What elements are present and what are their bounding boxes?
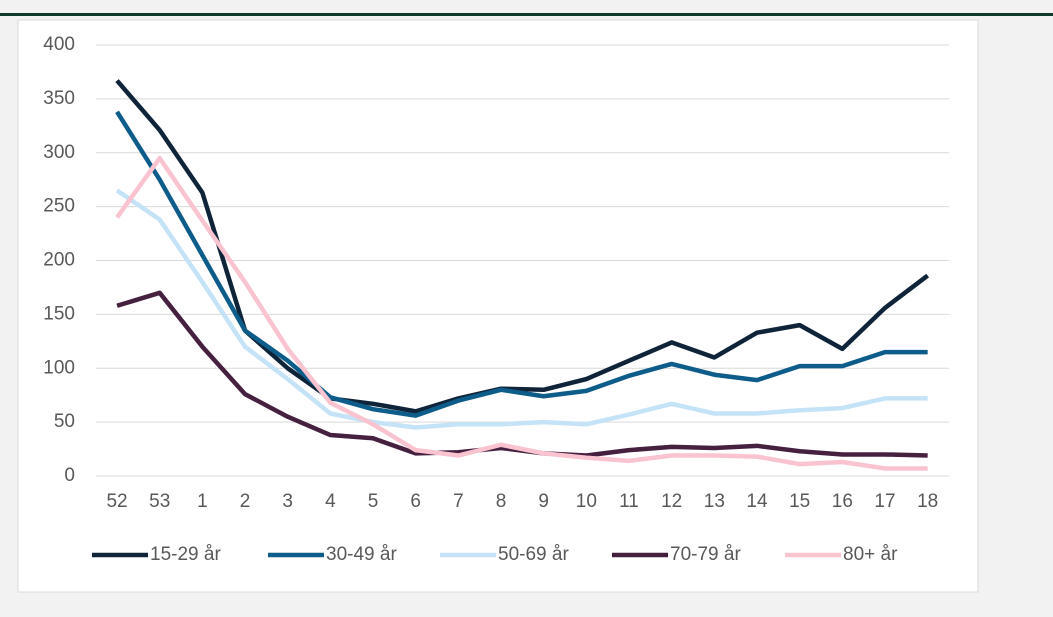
legend-label: 80+ år xyxy=(843,544,898,565)
series-line xyxy=(115,155,928,471)
series-line xyxy=(115,188,928,430)
y-tick-label: 200 xyxy=(43,250,75,271)
x-tick-label: 9 xyxy=(538,491,549,512)
x-tick-label: 13 xyxy=(704,491,725,512)
y-tick-label: 350 xyxy=(43,88,75,109)
y-tick-label: 400 xyxy=(43,34,75,55)
x-tick-label: 16 xyxy=(832,491,853,512)
x-tick-label: 53 xyxy=(149,491,170,512)
x-tick-label: 2 xyxy=(240,491,251,512)
legend-label: 30-49 år xyxy=(326,544,397,565)
y-tick-label: 50 xyxy=(54,411,75,432)
top-rule xyxy=(0,13,1053,16)
y-tick-label: 0 xyxy=(64,465,75,486)
x-tick-label: 7 xyxy=(453,491,464,512)
x-tick-label: 5 xyxy=(368,491,379,512)
series-line xyxy=(115,110,928,418)
x-tick-label: 10 xyxy=(576,491,597,512)
x-tick-label: 14 xyxy=(746,491,768,512)
y-tick-label: 300 xyxy=(43,142,75,163)
legend-label: 15-29 år xyxy=(150,544,221,565)
x-tick-label: 11 xyxy=(619,491,639,512)
x-tick-label: 1 xyxy=(197,491,208,512)
x-tick-label: 8 xyxy=(496,491,507,512)
plot-box xyxy=(17,19,979,593)
x-tick-label: 18 xyxy=(917,491,938,512)
x-tick-label: 15 xyxy=(789,491,810,512)
y-tick-label: 150 xyxy=(43,303,75,324)
x-tick-label: 52 xyxy=(106,491,127,512)
x-tick-label: 6 xyxy=(410,491,421,512)
x-tick-label: 12 xyxy=(661,491,682,512)
x-tick-label: 17 xyxy=(874,491,895,512)
y-tick-label: 250 xyxy=(43,196,75,217)
x-tick-label: 4 xyxy=(325,491,336,512)
x-tick-label: 3 xyxy=(282,491,293,512)
legend-label: 50-69 år xyxy=(498,544,569,565)
legend-label: 70-79 år xyxy=(670,544,741,565)
y-tick-label: 100 xyxy=(43,357,75,378)
